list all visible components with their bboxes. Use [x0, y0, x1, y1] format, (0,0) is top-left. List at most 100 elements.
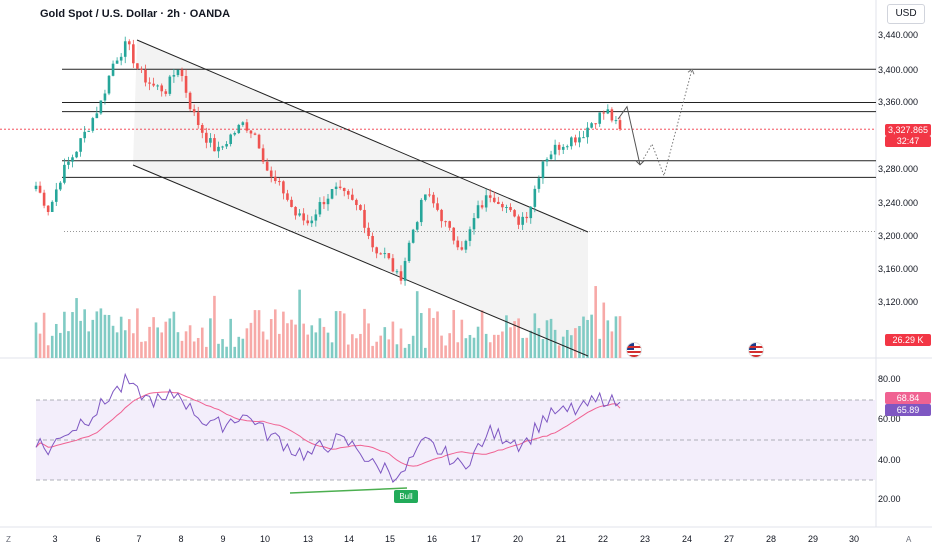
price-label: 3,400.000	[878, 65, 919, 75]
candle-body	[261, 148, 265, 162]
volume-bar	[192, 341, 196, 358]
candle-body	[196, 112, 200, 126]
time-label: 27	[723, 534, 735, 544]
candle-body	[415, 222, 419, 230]
volume-bar	[355, 338, 358, 358]
price-label: 3,120.000	[878, 297, 919, 307]
volume-bar	[278, 333, 281, 358]
channel-upper-line	[136, 39, 589, 233]
candle-body	[107, 75, 111, 94]
volume-bar	[164, 321, 168, 358]
candle-body	[200, 125, 204, 133]
candle-body	[310, 220, 314, 224]
candle-body	[188, 92, 192, 110]
us-flag-icon[interactable]	[748, 342, 764, 358]
channel-lower-line	[132, 164, 589, 357]
candle-body	[407, 242, 411, 262]
volume-bar	[602, 302, 606, 358]
candle-body	[172, 75, 176, 77]
candle-body	[476, 205, 480, 219]
candle-body	[75, 151, 78, 158]
volume-bar	[59, 332, 62, 358]
time-label: 28	[765, 534, 777, 544]
volume-bar	[79, 320, 82, 358]
candle-body	[618, 120, 622, 130]
candle-body	[419, 199, 423, 223]
volume-bar	[221, 339, 224, 358]
candle-body	[501, 203, 504, 208]
volume-bar	[152, 317, 155, 358]
price-label: 3,200.000	[878, 231, 919, 241]
volume-bar	[468, 334, 472, 358]
candle-body	[148, 82, 151, 84]
volume-bar	[411, 335, 415, 358]
currency-selector[interactable]: USD	[887, 4, 925, 24]
candle-body	[136, 63, 139, 69]
volume-bar	[565, 329, 569, 358]
volume-bar	[594, 286, 597, 358]
us-flag-icon[interactable]	[626, 342, 642, 358]
volume-bar	[610, 331, 614, 358]
volume-bar	[172, 311, 176, 358]
volume-bar	[282, 311, 285, 358]
volume-bar	[107, 314, 111, 358]
volume-bar	[505, 315, 508, 358]
candle-body	[278, 181, 281, 183]
candle-body	[164, 91, 168, 94]
volume-bar	[233, 346, 237, 358]
candle-body	[342, 187, 346, 192]
candle-body	[132, 44, 135, 64]
volume-bar	[188, 325, 192, 358]
volume-bar	[140, 341, 143, 358]
candle-body	[314, 214, 318, 221]
volume-bar	[582, 316, 585, 358]
volume-bar	[501, 331, 504, 358]
auto-scale-corner[interactable]: A	[906, 535, 912, 544]
candle-body	[245, 122, 249, 131]
timezone-corner[interactable]: Z	[6, 535, 11, 544]
candle-body	[484, 195, 488, 208]
volume-bar	[38, 333, 42, 358]
candle-body	[448, 221, 451, 228]
volume-bar	[606, 320, 610, 358]
candle-body	[95, 113, 99, 119]
candle-body	[586, 127, 589, 138]
candle-body	[115, 60, 119, 64]
volume-bar	[415, 291, 419, 358]
volume-bar	[330, 342, 334, 358]
last-price-tag: 3,327.865	[885, 124, 931, 136]
volume-bar	[387, 339, 391, 358]
candle-body	[440, 209, 443, 222]
volume-bar	[371, 345, 374, 358]
volume-bar	[290, 319, 293, 358]
volume-bar	[346, 344, 350, 358]
volume-bar	[561, 336, 565, 358]
volume-bar	[541, 339, 545, 358]
time-label: 8	[178, 534, 184, 544]
volume-bar	[395, 344, 399, 358]
time-label: 9	[220, 534, 226, 544]
volume-bar	[342, 313, 346, 358]
volume-bar	[383, 327, 387, 358]
volume-bar	[351, 334, 354, 358]
volume-bar	[42, 312, 46, 358]
volume-bar	[314, 332, 318, 358]
volume-bar	[298, 289, 301, 358]
volume-bar	[269, 319, 273, 358]
volume-bar	[87, 331, 91, 358]
volume-bar	[273, 309, 277, 358]
volume-bar	[586, 319, 589, 358]
volume-bar	[176, 332, 180, 358]
price-label: 3,440.000	[878, 30, 919, 40]
volume-bar	[492, 334, 496, 358]
volume-bar	[428, 308, 431, 358]
candle-body	[144, 69, 147, 83]
candle-body	[241, 122, 245, 125]
bullish-divergence-line	[289, 487, 408, 494]
countdown-tag: 32:47	[885, 136, 931, 147]
volume-bar	[209, 318, 212, 358]
candle-body	[302, 213, 305, 221]
candle-body	[602, 112, 606, 114]
candle-body	[367, 227, 370, 236]
